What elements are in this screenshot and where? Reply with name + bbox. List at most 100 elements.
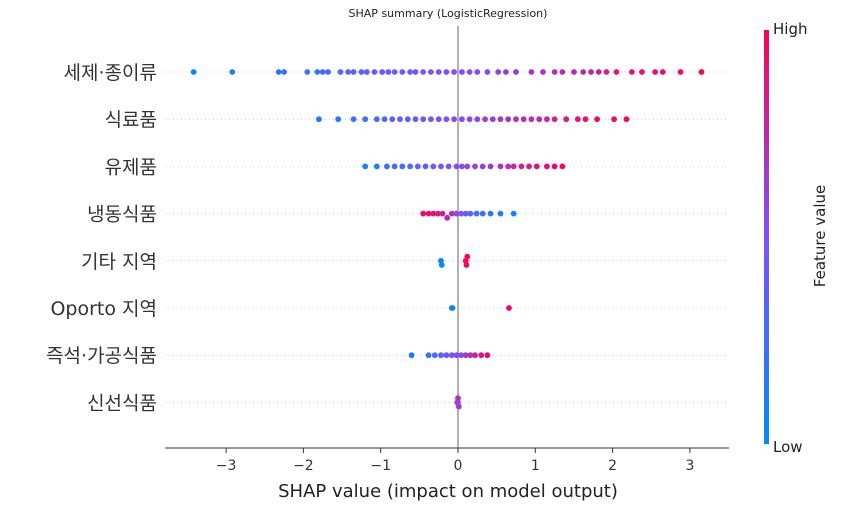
shap-point <box>448 352 455 359</box>
feature-label: 냉동식품 <box>87 204 157 226</box>
shap-point <box>428 116 434 123</box>
shap-point <box>544 163 550 170</box>
shap-point <box>435 69 442 75</box>
shap-point <box>314 69 321 75</box>
shap-point <box>438 352 444 359</box>
shap-point <box>528 116 535 123</box>
shap-point <box>459 69 465 75</box>
shap-point <box>281 69 287 75</box>
shap-point <box>487 210 494 217</box>
shap-point <box>571 69 577 75</box>
shap-point <box>438 163 444 170</box>
shap-point <box>453 352 460 359</box>
shap-point <box>479 163 486 170</box>
shap-point <box>337 69 344 75</box>
shap-point <box>472 352 478 359</box>
shap-point <box>458 210 464 217</box>
shap-point <box>652 69 658 75</box>
shap-point <box>677 69 684 75</box>
shap-point <box>464 253 471 260</box>
shap-point <box>444 214 451 221</box>
shap-point <box>540 69 546 75</box>
shap-point <box>373 116 380 123</box>
shap-point <box>551 69 558 75</box>
shap-point <box>544 116 550 123</box>
shap-point <box>497 210 504 217</box>
shap-point <box>474 69 481 75</box>
shap-point <box>350 116 357 123</box>
shap-point <box>345 69 352 75</box>
shap-point <box>381 116 388 123</box>
shap-point <box>414 163 421 170</box>
shap-point <box>412 116 419 123</box>
shap-point <box>455 403 462 410</box>
shap-point <box>435 210 441 217</box>
shap-point <box>505 163 512 170</box>
shap-point <box>497 116 504 123</box>
shap-point <box>467 352 474 359</box>
shap-point <box>594 116 600 123</box>
shap-point <box>466 69 473 75</box>
shap-point <box>497 163 504 170</box>
shap-point <box>574 116 581 123</box>
shap-point <box>563 116 570 123</box>
shap-point <box>595 69 602 75</box>
shap-point <box>404 116 411 123</box>
shap-point <box>428 69 434 75</box>
shap-point <box>484 69 491 75</box>
shap-point <box>453 210 460 217</box>
shap-point <box>464 163 471 170</box>
shap-point <box>536 116 543 123</box>
shap-point <box>430 163 437 170</box>
feature-label: Oporto 지역 <box>50 298 157 320</box>
x-tick-label: 2 <box>608 458 617 474</box>
shap-point <box>526 163 532 170</box>
shap-point <box>466 116 473 123</box>
colorbar-title: Feature value <box>811 185 829 287</box>
colorbar <box>764 30 769 444</box>
shap-point <box>473 210 480 217</box>
feature-label: 신선식품 <box>87 392 157 414</box>
feature-label: 즉석·가공식품 <box>46 345 157 367</box>
feature-label: 기타 지역 <box>81 251 157 273</box>
shap-point <box>510 163 517 170</box>
points-layer <box>190 69 705 410</box>
shap-point <box>462 352 469 359</box>
colorbar-low-label: Low <box>773 438 803 456</box>
shap-point <box>422 163 429 170</box>
shap-point <box>439 210 446 217</box>
shap-point <box>384 163 390 170</box>
shap-point <box>518 163 525 170</box>
shap-point <box>438 262 445 268</box>
shap-point <box>430 210 437 217</box>
shap-point <box>588 69 594 75</box>
feature-label: 식료품 <box>105 109 157 131</box>
shap-point <box>445 163 452 170</box>
shap-point <box>484 352 491 359</box>
shap-point <box>482 116 488 123</box>
shap-point <box>379 69 386 75</box>
shap-point <box>458 352 464 359</box>
chart-title: SHAP summary (LogisticRegression) <box>349 7 548 20</box>
shap-point <box>275 69 282 75</box>
x-tick-label: −1 <box>370 458 391 474</box>
shap-point <box>487 163 494 170</box>
shap-point <box>304 69 311 75</box>
shap-point <box>190 69 197 75</box>
shap-point <box>513 116 519 123</box>
shap-point <box>510 210 517 217</box>
shap-point <box>425 352 432 359</box>
shap-point <box>513 69 519 75</box>
x-tick-label: 3 <box>685 458 694 474</box>
shap-point <box>325 69 331 75</box>
shap-point <box>506 305 512 311</box>
shap-point <box>559 163 566 170</box>
shap-point <box>453 163 460 170</box>
shap-point <box>449 305 456 311</box>
shap-point <box>407 69 413 75</box>
shap-point <box>385 69 392 75</box>
shap-point <box>462 210 469 217</box>
shap-point <box>435 116 442 123</box>
